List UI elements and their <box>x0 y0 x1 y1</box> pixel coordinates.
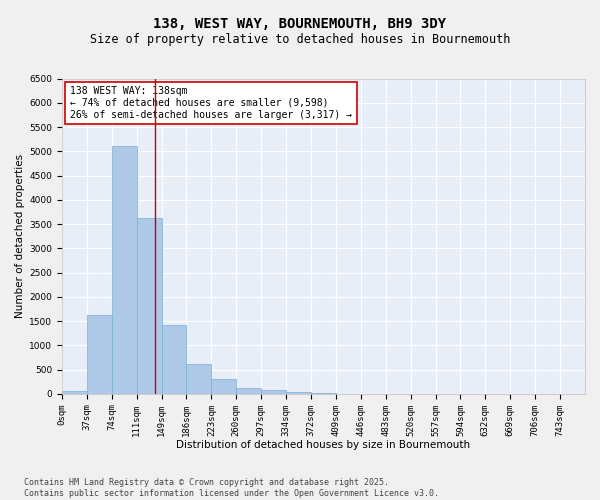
Bar <box>236 388 261 394</box>
Text: 138, WEST WAY, BOURNEMOUTH, BH9 3DY: 138, WEST WAY, BOURNEMOUTH, BH9 3DY <box>154 18 446 32</box>
Text: 138 WEST WAY: 138sqm
← 74% of detached houses are smaller (9,598)
26% of semi-de: 138 WEST WAY: 138sqm ← 74% of detached h… <box>70 86 352 120</box>
Bar <box>187 364 211 394</box>
Bar <box>137 218 161 394</box>
Text: Contains HM Land Registry data © Crown copyright and database right 2025.
Contai: Contains HM Land Registry data © Crown c… <box>24 478 439 498</box>
Bar <box>311 393 336 394</box>
Bar <box>87 316 112 394</box>
Y-axis label: Number of detached properties: Number of detached properties <box>15 154 25 318</box>
Bar <box>261 390 286 394</box>
Bar <box>62 390 87 394</box>
Bar <box>161 325 187 394</box>
Bar <box>211 379 236 394</box>
Bar <box>112 146 137 394</box>
Text: Size of property relative to detached houses in Bournemouth: Size of property relative to detached ho… <box>90 32 510 46</box>
Bar <box>286 392 311 394</box>
X-axis label: Distribution of detached houses by size in Bournemouth: Distribution of detached houses by size … <box>176 440 470 450</box>
